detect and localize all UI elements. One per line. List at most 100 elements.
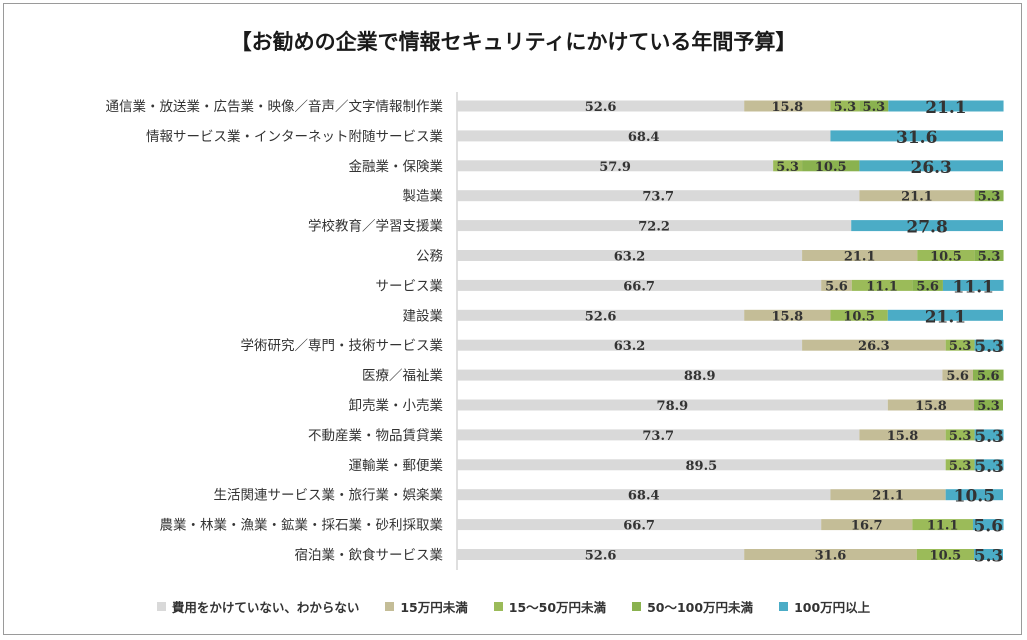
data-label: 31.6 [896,128,937,148]
legend-label: 15万円未満 [400,600,468,615]
bar-segment [457,429,860,441]
category-label: サービス業 [376,278,444,294]
bar-segment [802,250,918,261]
bar-segment [974,250,1004,261]
legend-swatch [493,602,503,611]
data-label: 5.3 [776,160,799,175]
bar-segment [974,549,1003,560]
data-label: 73.7 [642,429,674,444]
data-label: 21.1 [925,98,966,118]
data-label: 15.8 [771,100,803,115]
data-label: 5.3 [974,547,1004,567]
bar-segment [917,250,975,261]
category-label: 通信業・放送業・広告業・映像／音声／文字情報制作業 [106,98,444,115]
legend-item: 100万円以上 [779,597,870,616]
data-label: 5.6 [916,279,939,294]
bar-segment [851,220,1003,232]
data-label: 5.3 [978,190,1001,205]
bar-segment [802,160,860,172]
data-label: 31.6 [815,549,847,564]
bar-segment [859,100,889,112]
bar-segment [457,489,831,501]
bar-segment [802,339,946,351]
bar-segment [457,459,946,471]
data-label: 11.1 [927,519,959,534]
data-label: 5.6 [946,369,969,384]
category-label: 宿泊業・飲食サービス業 [295,547,444,564]
bar-segment [972,369,1004,381]
data-label: 73.7 [642,190,674,205]
bar-segment [821,279,852,291]
bar-segment [912,279,943,291]
data-label: 5.3 [974,457,1004,477]
data-label: 5.3 [977,399,1000,414]
legend-item: 15～50万円未満 [493,597,607,616]
data-label: 63.2 [614,339,646,354]
bar-segment [974,399,1003,411]
bar-segment [830,130,1003,142]
bar-segment [830,489,946,501]
data-label: 5.6 [973,517,1003,537]
bar-segment [744,309,831,321]
bar-segment [457,279,822,291]
bar-segment [457,549,745,560]
bar-segment [945,459,975,471]
bar-segment [859,190,975,202]
bar-segment [457,250,803,261]
bar-segment [887,399,975,411]
legend-label: 15～50万円未満 [508,600,607,615]
bar-segment [457,399,888,411]
legend-swatch [385,602,395,611]
data-label: 52.6 [585,309,617,324]
data-label: 26.3 [910,158,951,178]
bar-segment [887,309,1003,321]
bar-segment [830,100,860,112]
category-label: 学術研究／専門・技術サービス業 [241,338,444,354]
bar-segment [744,100,831,112]
data-label: 5.6 [977,369,1000,384]
bar-segment [859,160,1003,172]
data-label: 5.3 [949,339,972,354]
legend-label: 100万円以上 [794,600,871,615]
data-label: 26.3 [858,339,890,354]
bar-segment [457,339,803,351]
data-label: 10.5 [930,549,962,564]
data-label: 5.3 [949,429,972,444]
chart-title: 【お勧めの企業で情報セキュリティにかけている年間予算】 [230,30,797,54]
legend-label: 費用をかけていない、わからない [171,600,360,615]
bar-segment [942,369,973,381]
bar-segment [821,519,913,531]
data-label: 21.1 [844,250,876,265]
legend: 費用をかけていない、わからない 15万円未満 15～50万円未満 50～100万円未満… [0,597,1027,616]
data-label: 5.3 [978,250,1001,265]
data-label: 21.1 [901,190,933,205]
data-label: 5.3 [834,100,857,115]
data-label: 10.5 [843,309,875,324]
data-label: 63.2 [614,250,646,265]
category-label: 学校教育／学習支援業 [308,218,443,235]
data-label: 5.3 [949,459,972,474]
bar-segment [457,190,860,202]
bar-segment [744,549,917,560]
category-label: 不動産業・物品賃貸業 [308,428,443,444]
category-label: 卸売業・小売業 [349,398,444,414]
data-label: 21.1 [925,307,966,327]
data-label: 88.9 [684,369,716,384]
category-label: 運輸業・郵便業 [349,458,444,474]
bar-segment [457,369,943,381]
data-label: 21.1 [872,489,904,504]
data-label: 15.8 [887,429,919,444]
bar-segment [974,459,1004,471]
bar-segment [974,429,1004,441]
data-label: 10.5 [954,487,995,507]
data-label: 11.1 [866,279,898,294]
data-label: 66.7 [623,519,655,534]
data-label: 11.1 [953,277,994,297]
bar-segment [974,190,1004,202]
category-label: 農業・林業・漁業・鉱業・採石業・砂利採取業 [160,518,444,534]
bar-segment [457,130,831,142]
data-label: 5.3 [863,100,886,115]
category-label: 金融業・保険業 [349,159,444,175]
data-label: 5.3 [974,427,1004,447]
